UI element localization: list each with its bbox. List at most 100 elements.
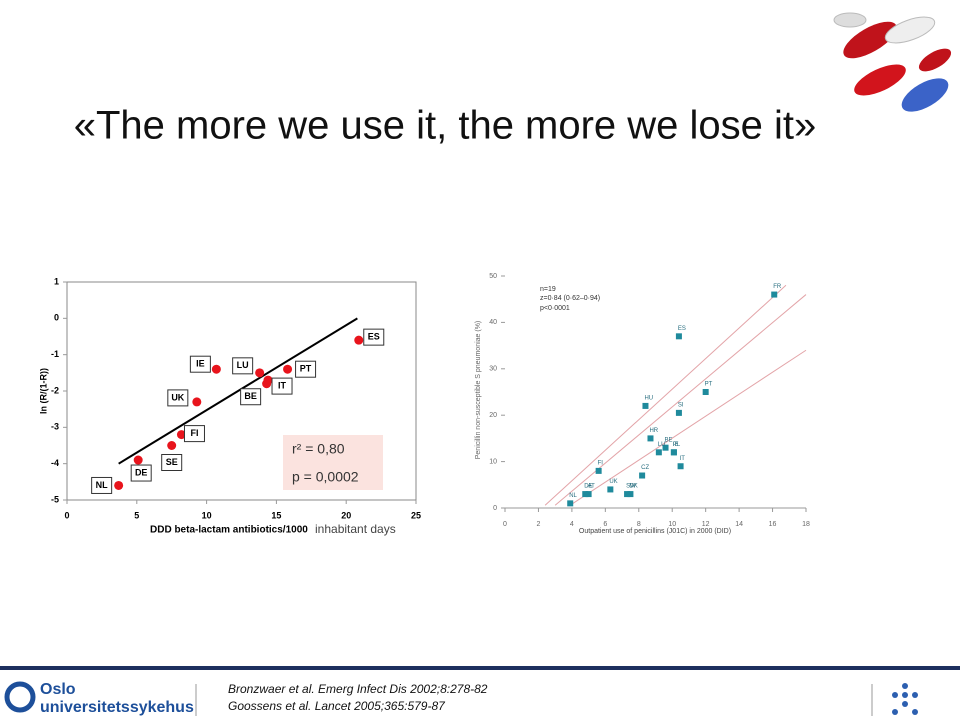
point (176, 430, 186, 440)
point-label: PL (673, 442, 681, 448)
logo-text: universitetssykehus (40, 699, 194, 716)
point (263, 375, 273, 385)
fit-line (118, 317, 358, 465)
x-tick-label: 18 (802, 521, 810, 528)
annotation: p<0·0001 (540, 305, 570, 312)
y-axis-label: ln (R/(1-R)) (38, 368, 48, 414)
point (624, 491, 631, 498)
point-label: UK (609, 479, 617, 485)
x-tick-label: 10 (202, 510, 212, 520)
y-tick-label: 0 (493, 505, 497, 512)
point-label-box (161, 454, 183, 471)
point (255, 368, 265, 378)
slide-title: «The more we use it, the more we lose it… (74, 104, 817, 148)
point (167, 441, 177, 450)
point (607, 486, 614, 493)
point-label: PT (705, 382, 713, 388)
point-label: SW (626, 484, 636, 490)
point-label: HR (649, 428, 658, 434)
point (567, 500, 574, 507)
point (211, 364, 221, 374)
annotation-box (283, 435, 383, 490)
point (133, 455, 143, 465)
point-label: LU (237, 360, 249, 370)
x-tick-label: 6 (603, 521, 607, 528)
x-tick-label: 10 (668, 521, 676, 528)
point-label-box (232, 357, 254, 375)
point-label-box (189, 355, 211, 373)
citation: Bronzwaer et al. Emerg Infect Dis 2002;8… (228, 682, 488, 696)
point (627, 491, 634, 498)
point-label: SE (166, 457, 178, 467)
point-label-box (130, 464, 152, 482)
point-label-box (183, 425, 205, 443)
annotation: n=19 (540, 286, 556, 293)
point-label: IT (680, 456, 686, 462)
x-axis-label: Outpatient use of penicillins (J01C) in … (579, 528, 731, 535)
point-label: DE (584, 484, 592, 490)
x-tick-label: 12 (702, 521, 710, 528)
y-tick-label: -3 (51, 422, 59, 432)
point-label-box (271, 377, 293, 395)
y-tick-label: -4 (51, 458, 59, 468)
point (677, 463, 684, 470)
point-label: BE (665, 437, 673, 443)
x-tick-label: 20 (341, 510, 351, 520)
x-tick-label: 4 (570, 521, 574, 528)
point-label: DE (135, 467, 148, 477)
point-label: CZ (641, 465, 649, 471)
point (771, 291, 778, 298)
x-tick-label: 8 (637, 521, 641, 528)
point-label-box (295, 360, 317, 378)
point (675, 333, 682, 340)
point (639, 472, 646, 479)
logo-text: Oslo (40, 681, 76, 698)
point (675, 409, 682, 416)
point (192, 397, 202, 407)
point (582, 491, 589, 498)
point-label: IE (673, 442, 679, 448)
x-tick-label: 14 (735, 521, 743, 528)
point (354, 335, 364, 345)
y-tick-label: -5 (51, 494, 59, 504)
annotation: p = 0,0002 (292, 469, 359, 485)
point (642, 402, 649, 409)
point (702, 389, 709, 395)
point-label: IE (196, 359, 205, 369)
point-label: FR (773, 284, 782, 290)
y-tick-label: 50 (489, 273, 497, 280)
point-label: NL (96, 480, 108, 490)
point-label: SI (678, 402, 684, 408)
y-tick-label: -1 (51, 349, 59, 359)
x-axis-label: inhabitant days (315, 522, 396, 536)
point-label: FI (598, 460, 604, 466)
y-tick-label: -2 (51, 385, 59, 395)
point-label: LU (658, 442, 666, 448)
footer-bar (0, 666, 960, 670)
point (595, 467, 602, 474)
x-tick-label: 16 (769, 521, 777, 528)
point-label: HU (644, 395, 653, 401)
x-tick-label: 25 (411, 510, 421, 520)
point (670, 449, 677, 456)
point (585, 491, 592, 498)
x-tick-label: 15 (271, 510, 281, 520)
point-label: NL (569, 493, 577, 499)
point-label: ES (678, 326, 686, 332)
point-label: UK (171, 392, 184, 402)
x-tick-label: 0 (503, 521, 507, 528)
point-label-box (240, 388, 262, 406)
point-label: PT (300, 364, 312, 374)
point (655, 449, 662, 456)
point (283, 364, 293, 374)
point-label: IT (278, 380, 287, 390)
point (647, 435, 654, 442)
y-axis-label: Penicillin non-susceptible S pneumoniae … (475, 321, 482, 460)
annotation: r² = 0,80 (292, 441, 345, 457)
point-label: FI (190, 428, 198, 438)
point-label-box (91, 476, 113, 494)
point-label: AT (588, 484, 596, 490)
point (662, 444, 669, 451)
